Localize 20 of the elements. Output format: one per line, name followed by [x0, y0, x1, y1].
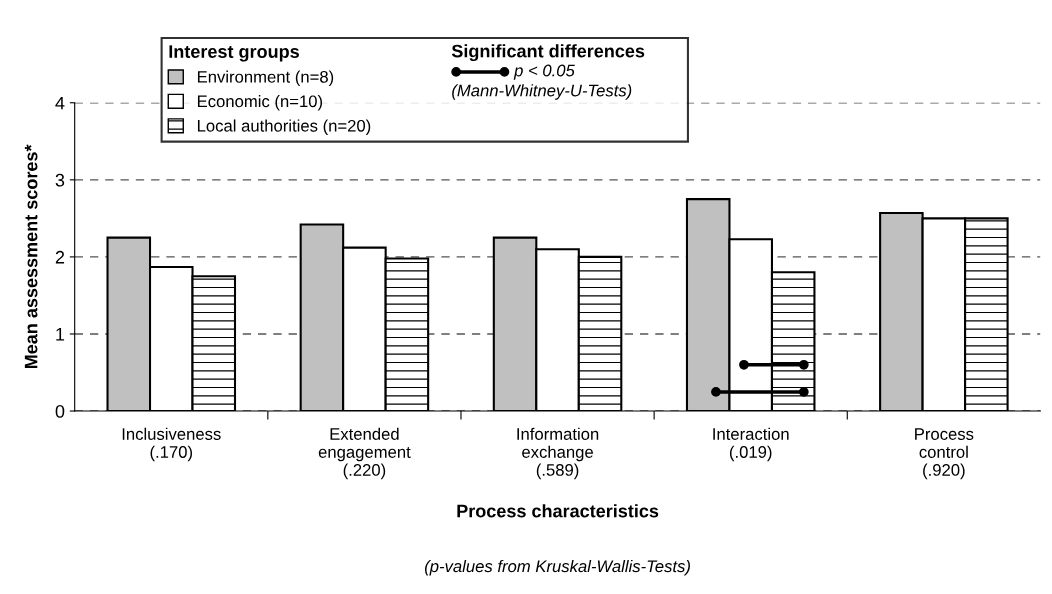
y-tick-label: 3	[55, 173, 65, 187]
text: (p-values from Kruskal-Wallis-Tests)	[424, 559, 690, 576]
legend-label: Environment (n=8)	[197, 70, 334, 87]
y-axis-title: Mean assessment scores*	[24, 144, 38, 369]
text: Significant differences	[451, 44, 645, 62]
x-tick-label: Information exchange (.589)	[517, 427, 599, 480]
y-tick-label: 4	[55, 96, 65, 110]
x-tick-label: Process control (.920)	[915, 428, 974, 480]
x-tick-label: Extended engagement (.220)	[318, 427, 411, 480]
y-tick-label: 0	[55, 404, 65, 418]
y-tick-label: 1	[56, 328, 65, 341]
legend-label: Economic (n=10)	[197, 94, 323, 111]
legend-title: Interest groups	[169, 45, 299, 62]
x-tick-label: Interaction (.019)	[713, 427, 789, 462]
legend-label: Local authorities (n=20)	[197, 119, 371, 135]
x-tick-label: Inclusiveness (.170)	[122, 427, 221, 462]
text: p < 0.05	[513, 64, 575, 80]
text: (Mann-Whitney-U-Tests)	[452, 84, 632, 100]
y-tick-label: 2	[55, 250, 65, 264]
x-axis-title: Process characteristics	[457, 504, 659, 518]
